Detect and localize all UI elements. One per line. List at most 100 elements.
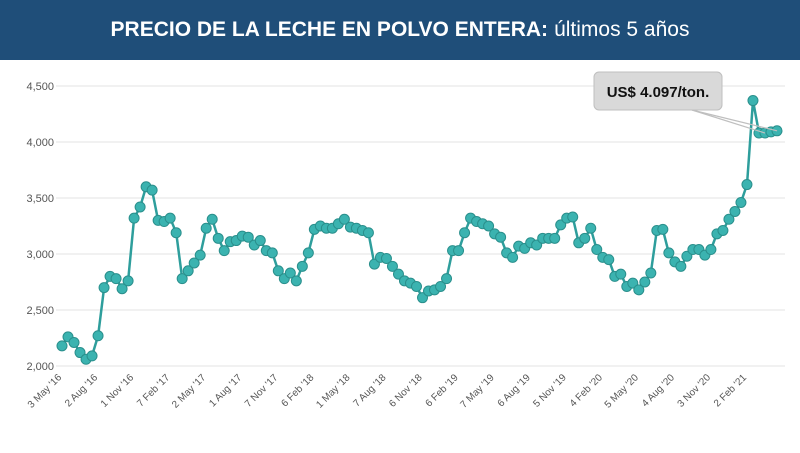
x-tick-label: 6 Feb '18 (279, 372, 316, 409)
y-tick-label: 2,000 (26, 361, 54, 373)
data-point (116, 283, 128, 295)
data-point (615, 268, 627, 280)
data-point (296, 260, 308, 272)
callout-leader-line (691, 109, 766, 134)
data-point (549, 232, 561, 244)
y-tick-label: 3,000 (26, 249, 54, 261)
data-point (453, 245, 465, 257)
x-tick-label: 2 Feb '21 (712, 372, 749, 409)
x-tick-label: 1 May '18 (314, 372, 353, 411)
data-point (380, 252, 392, 264)
data-point (657, 223, 669, 235)
data-point (56, 340, 68, 352)
x-tick-label: 7 Nov '17 (243, 372, 281, 410)
data-point (164, 212, 176, 224)
data-point (705, 244, 717, 256)
data-point (729, 205, 741, 217)
data-point (362, 227, 374, 239)
data-point (290, 275, 302, 287)
data-point (507, 251, 519, 263)
callout-leader-line (691, 109, 778, 132)
data-point (675, 260, 687, 272)
callout-label: US$ 4.097/ton. (607, 84, 710, 101)
data-point (146, 184, 158, 196)
data-point (242, 231, 254, 243)
data-point (182, 265, 194, 277)
series-line (60, 99, 778, 361)
y-axis-ticks: 2,000 2,500 3,000 3,500 4,000 4,500 (26, 81, 54, 373)
data-point (218, 245, 230, 257)
data-point (741, 179, 753, 191)
x-tick-label: 5 Nov '19 (531, 372, 569, 410)
chart-title-rest: últimos 5 años (554, 18, 690, 41)
data-point (603, 254, 615, 266)
data-points-layer (56, 95, 783, 365)
x-tick-label: 6 Feb '19 (424, 372, 461, 409)
series-line-layer (60, 99, 778, 361)
data-point (254, 235, 266, 247)
price-line-chart: 2,000 2,500 3,000 3,500 4,000 4,500 3 May '16… (26, 71, 785, 411)
price-callout: US$ 4.097/ton. (593, 71, 778, 134)
x-tick-label: 5 May '20 (603, 372, 642, 411)
data-point (386, 260, 398, 272)
data-point (194, 249, 206, 261)
data-point (134, 201, 146, 213)
x-tick-label: 7 Aug '18 (352, 372, 389, 409)
data-point (188, 257, 200, 269)
data-point (206, 213, 218, 225)
data-point (633, 284, 645, 296)
chart-title-banner: PRECIO DE LA LECHE EN POLVO ENTERA: últi… (0, 0, 800, 60)
data-point (98, 282, 110, 294)
y-tick-label: 2,500 (26, 305, 54, 317)
data-point (639, 276, 651, 288)
data-point (645, 267, 657, 279)
data-point (441, 273, 453, 285)
grid-layer (56, 85, 785, 367)
data-point (86, 350, 98, 362)
data-point (272, 265, 284, 277)
data-point (495, 231, 507, 243)
data-point (483, 220, 495, 232)
data-point (200, 222, 212, 234)
data-point (284, 267, 296, 279)
y-tick-label: 4,500 (26, 81, 54, 93)
x-tick-label: 2 Aug '16 (63, 372, 100, 409)
x-tick-label: 7 Feb '17 (135, 372, 172, 409)
data-point (747, 95, 759, 107)
x-axis-ticks: 3 May '162 Aug '161 Nov '16 7 Feb '172 Ma… (26, 372, 749, 411)
data-point (338, 213, 350, 225)
data-point (110, 273, 122, 285)
y-tick-label: 4,000 (26, 137, 54, 149)
data-point (410, 280, 422, 292)
x-tick-label: 3 May '16 (26, 372, 65, 411)
data-point (459, 227, 471, 239)
data-point (302, 247, 314, 259)
x-tick-label: 1 Nov '16 (99, 372, 137, 410)
x-tick-label: 3 Nov '20 (676, 372, 714, 410)
data-point (176, 273, 188, 285)
data-point (92, 330, 104, 342)
data-point (266, 247, 278, 259)
x-tick-label: 1 Aug '17 (207, 372, 244, 409)
data-point (68, 336, 80, 348)
data-point (723, 213, 735, 225)
data-point (567, 211, 579, 223)
data-point (735, 196, 747, 208)
y-tick-label: 3,500 (26, 193, 54, 205)
data-point (128, 212, 140, 224)
data-point (170, 227, 182, 239)
x-tick-label: 2 May '17 (170, 372, 209, 411)
data-point (579, 232, 591, 244)
x-tick-label: 7 May '19 (459, 372, 498, 411)
data-point (122, 275, 134, 287)
x-tick-label: 6 Nov '18 (387, 372, 425, 410)
x-tick-label: 4 Feb '20 (568, 372, 605, 409)
data-point (585, 222, 597, 234)
data-point (717, 224, 729, 236)
data-point (212, 232, 224, 244)
data-point (591, 244, 603, 256)
data-point (435, 280, 447, 292)
data-point (663, 247, 675, 259)
x-tick-label: 4 Aug '20 (640, 372, 677, 409)
chart-title-bold: PRECIO DE LA LECHE EN POLVO ENTERA: (110, 18, 549, 41)
